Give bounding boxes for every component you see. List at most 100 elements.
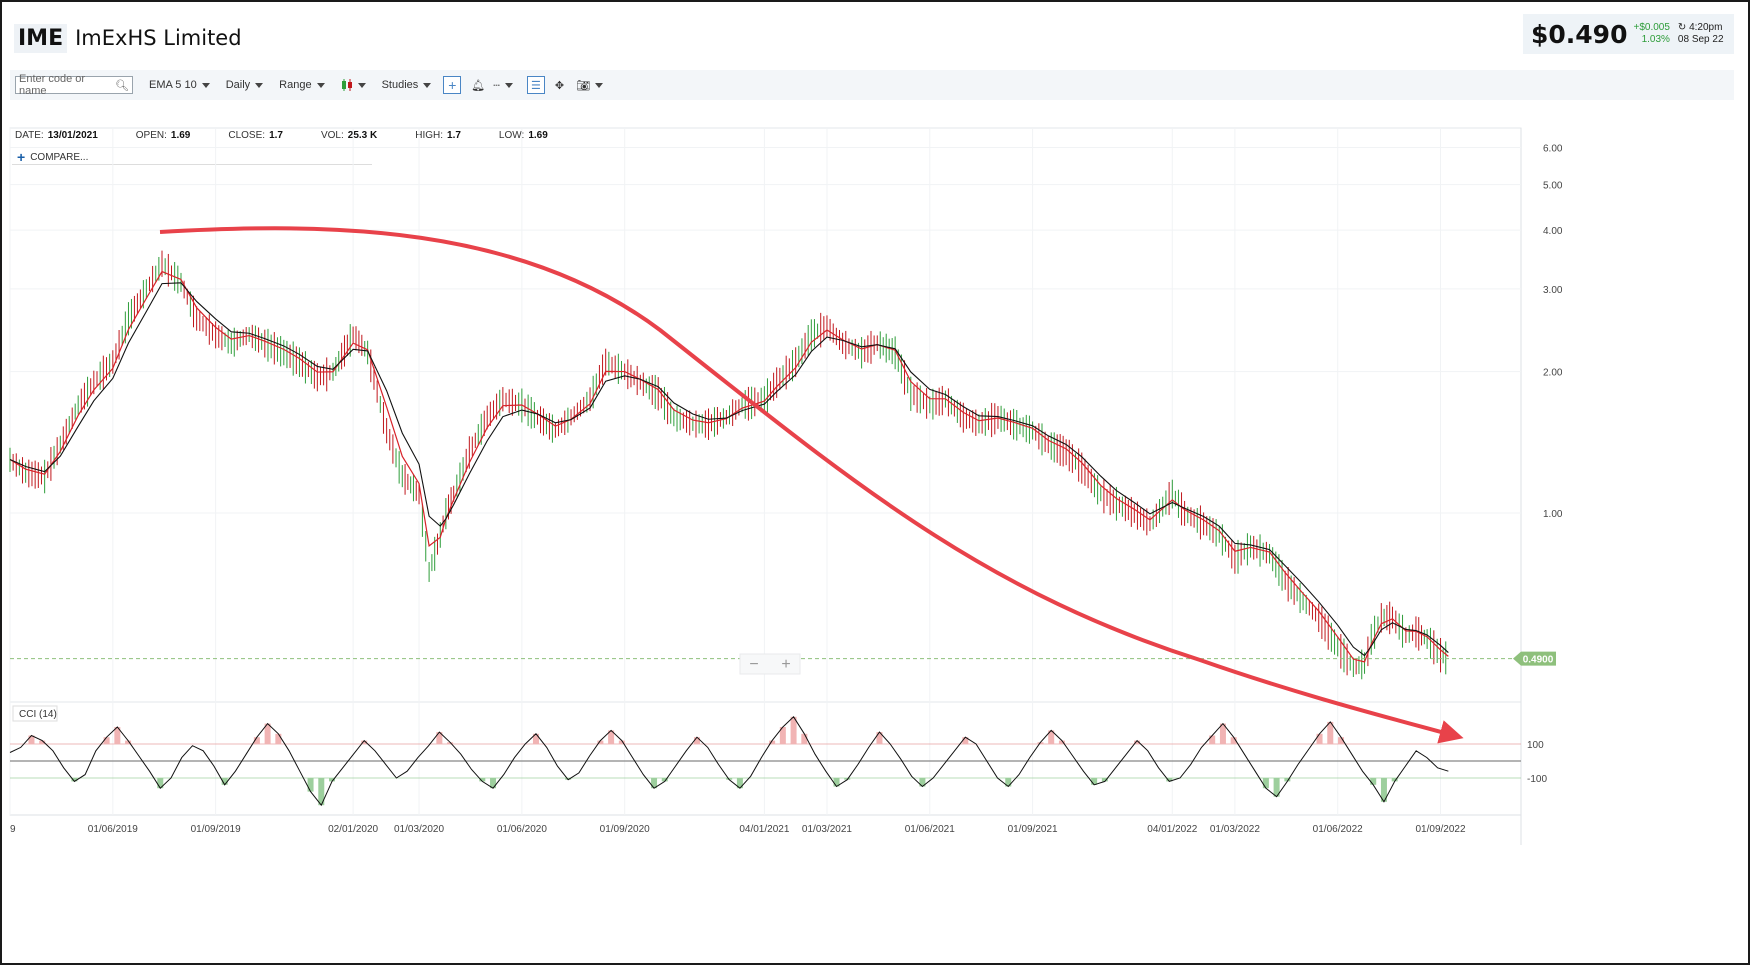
company-name: ImExHS Limited [75, 26, 242, 50]
symbol-search-input[interactable]: Enter code or name 🔍︎ [15, 73, 133, 97]
cci-overbought-fill [361, 740, 368, 744]
cci-oversold-fill [157, 778, 164, 789]
cci-oversold-fill [661, 778, 668, 782]
cci-overbought-fill [1230, 737, 1237, 744]
x-tick-label: 02/01/2020 [328, 824, 378, 835]
chevron-down-icon [504, 82, 513, 88]
cci-line [9, 716, 1449, 807]
cci-overbought-fill [114, 727, 121, 744]
vol-value: 25.3 K [347, 130, 378, 141]
range-dropdown[interactable]: Range [279, 79, 325, 91]
crosshair-button[interactable]: + [443, 76, 462, 94]
cci-oversold-fill [919, 778, 926, 787]
snapshot-dropdown[interactable]: 📷︎ [576, 79, 604, 92]
plot-area-border [9, 127, 1522, 816]
layout-button[interactable]: ☰ [526, 76, 545, 94]
alert-button[interactable]: 🔔︎ [471, 79, 485, 92]
cci-overbought-fill [125, 740, 132, 744]
interval-label: Daily [225, 79, 251, 91]
drawing-tools-dropdown[interactable]: ┄ [493, 79, 513, 92]
cci-overbought-fill [1134, 740, 1141, 744]
compare-button[interactable]: + COMPARE... [12, 149, 372, 165]
high-label: HIGH: [415, 130, 444, 141]
downtrend-arrow [159, 226, 1464, 744]
ruler-icon: ┄ [493, 79, 500, 92]
chart-toolbar: Enter code or name 🔍︎ EMA 5 10 Daily Ran… [10, 70, 1734, 100]
move-icon: ✥ [554, 79, 565, 92]
ema-dropdown[interactable]: EMA 5 10 [149, 79, 210, 91]
ticker-symbol: IME [14, 23, 68, 53]
y-tick-label: 2.00 [1543, 368, 1563, 379]
cci-oversold-fill [490, 778, 497, 789]
cci-oversold-fill [71, 778, 78, 782]
ema-slow-line [9, 282, 1449, 657]
pan-button[interactable]: ✥ [555, 79, 564, 92]
layout-icon: ☰ [526, 76, 545, 94]
quote-box: $0.490 +$0.005 1.03% ↻ 4:20pm 08 Sep 22 [1523, 14, 1734, 54]
x-tick-label: 01/03/2021 [802, 824, 852, 835]
cci-label: CCI (14) [19, 709, 57, 720]
last-price-tag [1513, 651, 1556, 666]
candlestick-icon [341, 79, 352, 91]
x-tick-label: 04/01/2022 [1147, 824, 1197, 835]
high-value: 1.7 [447, 130, 461, 141]
ema-fast-line [9, 270, 1449, 663]
close-value: 1.7 [269, 130, 283, 141]
cci-overbought-fill [1338, 737, 1345, 744]
y-tick-label: 5.00 [1543, 181, 1563, 192]
chart-type-dropdown[interactable] [341, 78, 366, 92]
cci-oversold-fill [318, 778, 325, 806]
x-tick-label: 01/03/2020 [394, 824, 444, 835]
y-tick-label: 4.00 [1543, 226, 1563, 237]
cci-overbought-fill [876, 732, 883, 744]
cci-oversold-fill [1391, 778, 1398, 782]
interval-dropdown[interactable]: Daily [225, 79, 264, 91]
refresh-icon[interactable]: ↻ [1677, 22, 1687, 33]
date-label: DATE: [15, 130, 44, 141]
quote-time-value: 4:20pm [1689, 22, 1723, 33]
cci-oversold-fill [1262, 778, 1269, 789]
cci-overbought-fill [1327, 721, 1334, 744]
chart-header: IME ImExHS Limited [14, 18, 242, 58]
last-price-label: 0.4900 [1523, 655, 1554, 666]
cci-overbought-fill [436, 732, 443, 744]
cci-oversold-fill [1380, 778, 1387, 802]
cci-oversold-fill [307, 778, 314, 792]
price-change-abs: +$0.005 [1633, 22, 1670, 33]
cci-oversold-fill [479, 778, 486, 782]
crosshair-icon: + [443, 76, 462, 94]
search-icon[interactable]: 🔍︎ [115, 79, 129, 92]
studies-dropdown[interactable]: Studies [382, 79, 432, 91]
cci-overbought-fill [264, 723, 271, 744]
chevron-down-icon [201, 82, 210, 88]
cci-oversold-fill [1091, 778, 1098, 785]
cci-overbought-fill [103, 737, 110, 744]
cci-overbought-fill [597, 740, 604, 744]
low-value: 1.69 [528, 130, 548, 141]
cci-overbought-fill [447, 742, 454, 744]
zoom-in-button[interactable]: + [781, 656, 790, 673]
zoom-controls [739, 653, 801, 675]
chevron-down-icon [316, 82, 325, 88]
y-tick-label: 3.00 [1543, 285, 1563, 296]
y-tick-label: 6.00 [1543, 143, 1563, 154]
x-tick-label: 01/06/2021 [905, 824, 955, 835]
zoom-out-button[interactable]: − [749, 656, 758, 673]
cci-oversold-fill [833, 778, 840, 787]
compare-label: COMPARE... [30, 151, 89, 163]
cci-level-label: -100 [1527, 774, 1547, 785]
cci-overbought-fill [1058, 740, 1065, 744]
cci-oversold-fill [1284, 778, 1291, 782]
open-label: OPEN: [135, 130, 167, 141]
cci-overbought-fill [1209, 735, 1216, 744]
ohlc-info-bar: DATE: 13/01/2021 OPEN: 1.69 CLOSE: 1.7 VOL:… [15, 130, 586, 141]
cci-overbought-fill [608, 730, 615, 744]
camera-icon: 📷︎ [576, 79, 591, 92]
vol-label: VOL: [320, 130, 344, 141]
price-change-pct: 1.03% [1641, 34, 1670, 45]
cci-oversold-fill [329, 778, 336, 782]
cci-overbought-fill [532, 733, 539, 744]
x-tick-label: 01/06/2019 [88, 824, 138, 835]
